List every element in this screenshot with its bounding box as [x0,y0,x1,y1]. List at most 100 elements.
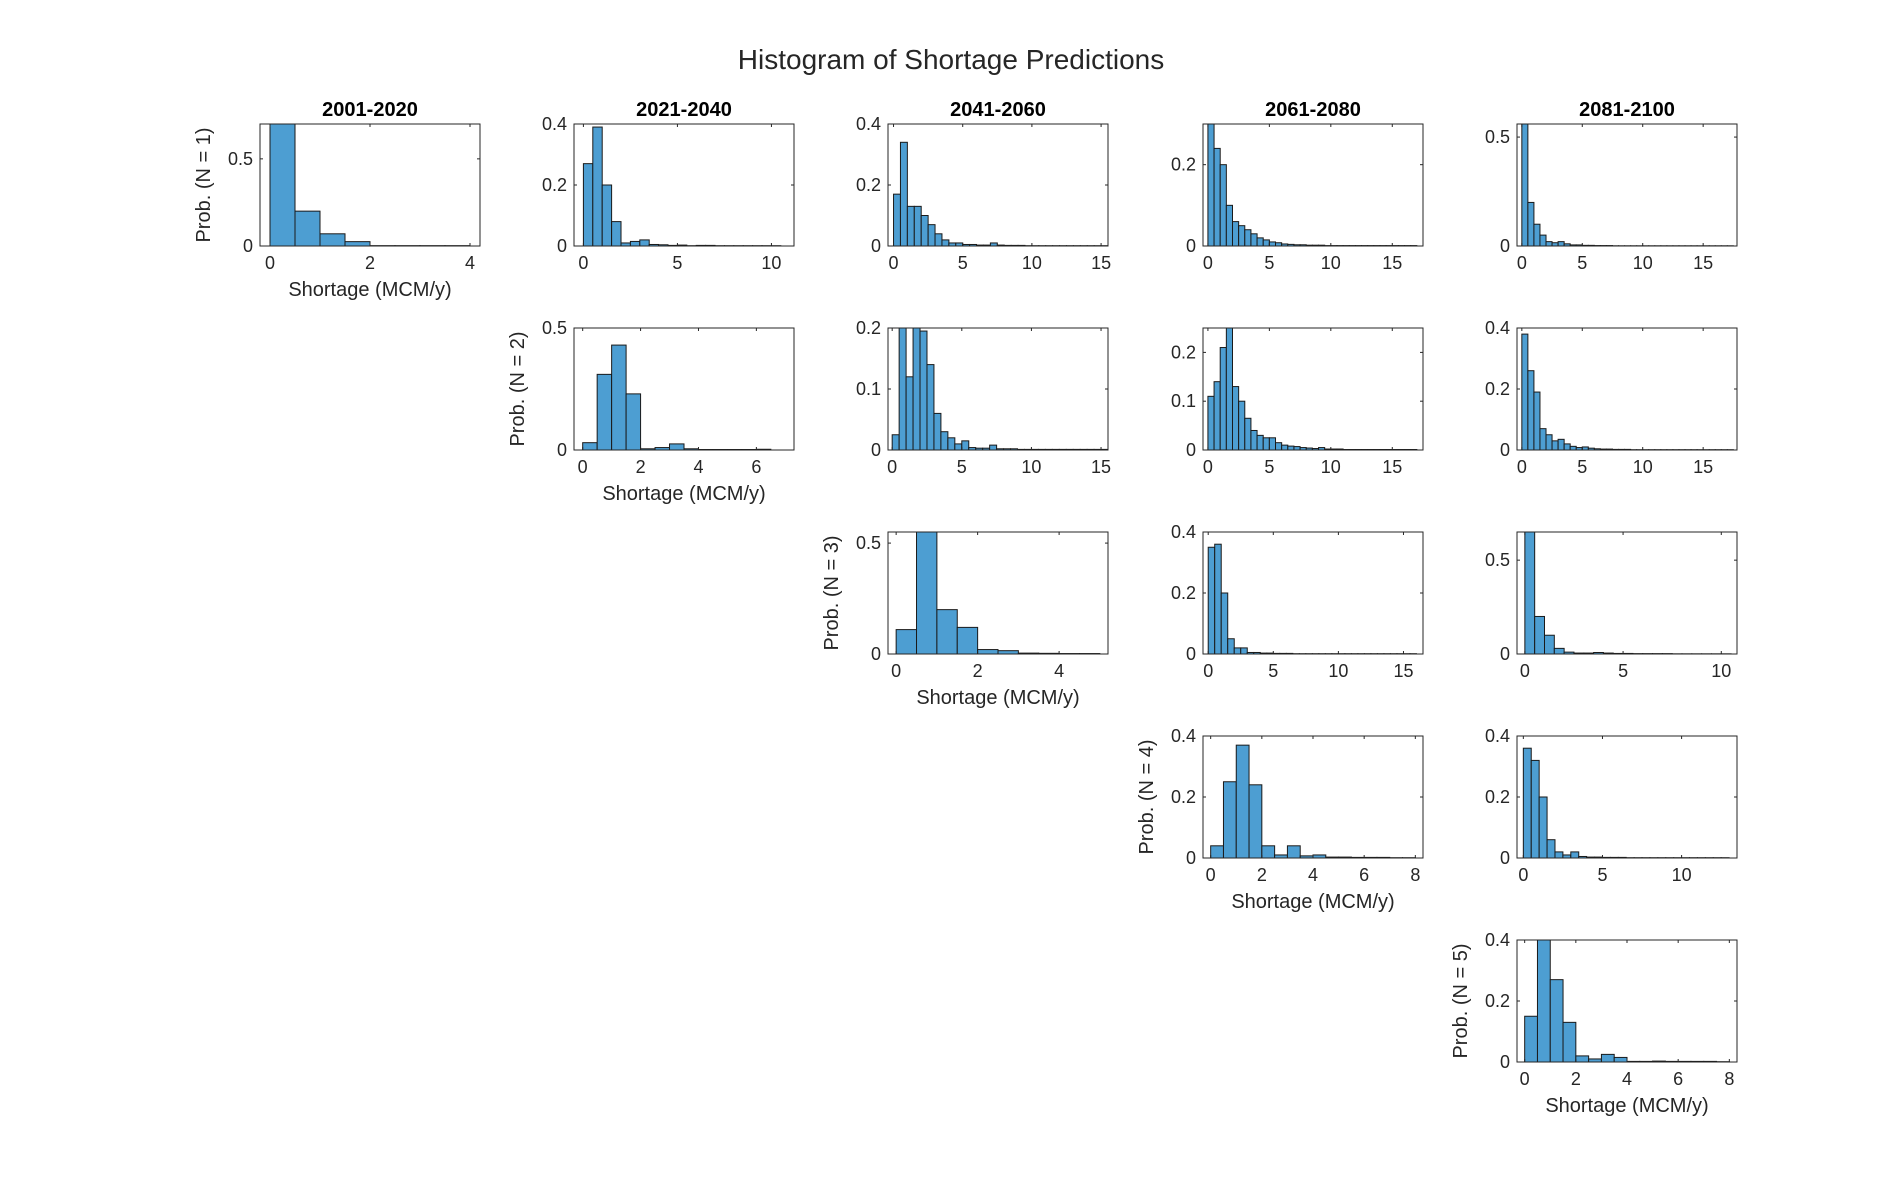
histogram-panel: 0 5 10 15 0 0.2 0.4 [1485,318,1738,477]
histogram-bar [1546,839,1556,859]
histogram-bar [899,141,908,247]
histogram-bar [1256,237,1264,247]
x-tick-label: 10 [1672,865,1692,885]
axes-box [1516,123,1738,247]
y-tick-label: 0.2 [856,175,881,195]
y-axis-label: Prob. (N = 2) [507,331,529,446]
histogram-bar [1534,615,1546,655]
histogram-bar [898,327,907,451]
histogram-bar [1233,647,1242,655]
y-tick-label: 0 [557,236,567,256]
x-tick-label: 15 [1393,661,1413,681]
y-tick-label: 0 [1500,644,1510,664]
x-tick-label: 5 [1264,253,1274,273]
histogram-panel: 0 2 4 0 0.5 Prob. (N = 1) Shortage (MCM/y) [193,123,481,301]
y-tick-label: 0.2 [1485,991,1510,1011]
histogram-bar [1275,442,1283,451]
x-tick-label: 5 [1597,865,1607,885]
histogram-panel: 0 5 10 15 0 0.1 0.2 [1171,327,1424,477]
x-tick-label: 10 [1022,253,1042,273]
histogram-bar [1213,381,1221,451]
histogram-bar [1207,395,1215,451]
y-tick-label: 0.2 [1171,342,1196,362]
histogram-bar [1538,796,1548,859]
x-tick-label: 4 [1622,1069,1632,1089]
y-axis-label: Prob. (N = 3) [821,535,843,650]
histogram-bar [912,327,921,451]
histogram-bar [1235,744,1250,859]
histogram-bar [1613,1056,1628,1063]
x-tick-label: 5 [958,253,968,273]
x-tick-label: 10 [1633,253,1653,273]
column-title: 2001-2020 [322,99,418,121]
histogram-bar [947,437,956,451]
histogram-bar [1286,845,1301,859]
y-axis-label: Prob. (N = 1) [193,127,215,242]
histogram-bar [1563,443,1571,451]
histogram-bar [1600,1053,1615,1063]
histogram-bar [1553,647,1565,655]
y-tick-label: 0.5 [1485,550,1510,570]
histogram-panel: 0 2 4 6 8 0 0.2 0.4 Prob. (N = 5) Shortage (MCM/y… [1450,930,1738,1117]
x-tick-label: 8 [1724,1069,1734,1089]
histogram-bar [344,241,371,247]
histogram-bar [1238,225,1246,247]
x-tick-label: 4 [693,457,703,477]
histogram-bar [1557,438,1565,451]
histogram-bar [1225,204,1233,247]
y-tick-label: 0 [871,440,881,460]
x-tick-label: 0 [1517,253,1527,273]
y-tick-label: 0.5 [856,533,881,553]
histogram-panel: 0 2 4 0 0.5 Prob. (N = 3) Shortage (MCM/y) [821,531,1109,709]
histogram-bar [582,442,598,451]
y-tick-label: 0 [243,236,253,256]
histogram-panel: 0 2 4 6 8 0 0.2 0.4 Prob. (N = 4) Shortage (MCM/y… [1136,726,1424,913]
histogram-bar [936,609,958,655]
histogram-bar [1256,434,1264,451]
histogram-bar [1213,147,1221,247]
histogram-bar [1244,417,1252,451]
histogram-panel: 0 5 10 15 0 0.2 0.4 [856,114,1111,273]
x-tick-label: 2 [365,253,375,273]
y-tick-label: 0 [557,440,567,460]
y-tick-label: 0.2 [856,318,881,338]
histogram-bar [592,126,603,247]
y-tick-label: 0 [1186,848,1196,868]
histogram-bar [1536,939,1551,1063]
histogram-panel: 0 5 10 0 0.2 0.4 [1485,726,1738,885]
histogram-bar [1222,781,1237,859]
column-title: 2041-2060 [950,99,1046,121]
histogram-bar [1549,979,1564,1063]
y-tick-label: 0 [1186,644,1196,664]
histogram-bar [919,330,928,451]
x-tick-label: 10 [761,253,781,273]
histogram-bar [1530,759,1540,859]
x-tick-label: 0 [887,457,897,477]
histogram-bar [1533,223,1541,247]
x-tick-label: 0 [578,253,588,273]
y-tick-label: 0.2 [1171,787,1196,807]
x-tick-label: 6 [1359,865,1369,885]
x-tick-label: 0 [1518,865,1528,885]
x-tick-label: 10 [1021,457,1041,477]
histogram-bar [1521,333,1529,451]
histogram-bar [1524,531,1536,655]
x-tick-label: 10 [1328,661,1348,681]
histogram-bar [1562,1021,1577,1063]
histogram-bar [1268,241,1277,247]
histogram-bar [1287,445,1295,451]
y-tick-label: 0.4 [542,114,567,134]
y-tick-label: 0.2 [1171,583,1196,603]
x-tick-label: 15 [1091,253,1111,273]
x-axis-label: Shortage (MCM/y) [288,279,451,301]
x-tick-label: 15 [1693,457,1713,477]
histogram-bar [1570,851,1580,859]
histogram-bar [1521,123,1529,247]
axes-box [1516,327,1738,451]
histogram-bar [913,205,922,247]
histogram-bar [596,373,613,451]
histogram-bar [906,205,915,247]
y-tick-label: 0.4 [1171,522,1196,542]
y-tick-label: 0 [1500,848,1510,868]
y-tick-label: 0 [871,236,881,256]
